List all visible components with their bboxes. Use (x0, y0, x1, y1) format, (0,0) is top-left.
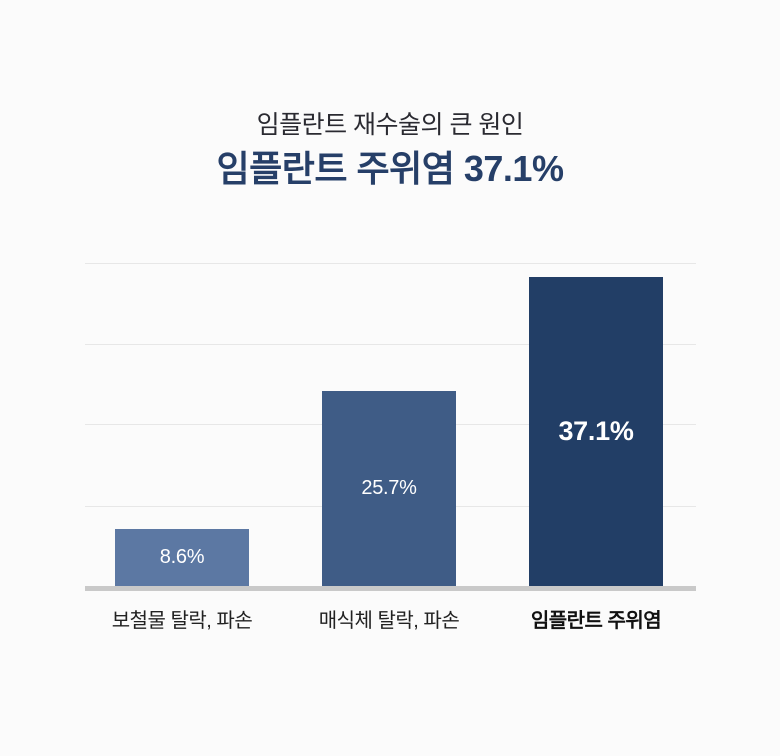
chart-title: 임플란트 재수술의 큰 원인 (256, 111, 524, 139)
gridline (85, 263, 696, 264)
plot-area: 8.6% 25.7% 37.1% (85, 263, 696, 586)
category-label-prosthesis: 보철물 탈락, 파손 (111, 610, 253, 632)
gridline (85, 344, 696, 345)
bar-value-label: 37.1% (558, 416, 634, 446)
bar-value-label: 8.6% (159, 546, 205, 568)
bar-peri-implantitis: 37.1% (529, 277, 663, 586)
category-label-peri-implantitis: 임플란트 주위염 (530, 610, 662, 632)
chart-header: 임플란트 재수술의 큰 원인 임플란트 주위염 37.1% (0, 110, 780, 189)
bar-prosthesis-detachment: 8.6% (115, 529, 249, 586)
bar-fixture-detachment: 25.7% (322, 391, 456, 586)
x-axis-line (85, 586, 696, 591)
chart-subtitle: 임플란트 주위염 37.1% (216, 148, 564, 189)
category-label-fixture: 매식체 탈락, 파손 (318, 610, 460, 632)
bar-chart: 8.6% 25.7% 37.1% 보철물 탈락, 파손 매식체 탈락, 파손 임… (85, 263, 696, 643)
bar-value-label: 25.7% (361, 477, 417, 499)
